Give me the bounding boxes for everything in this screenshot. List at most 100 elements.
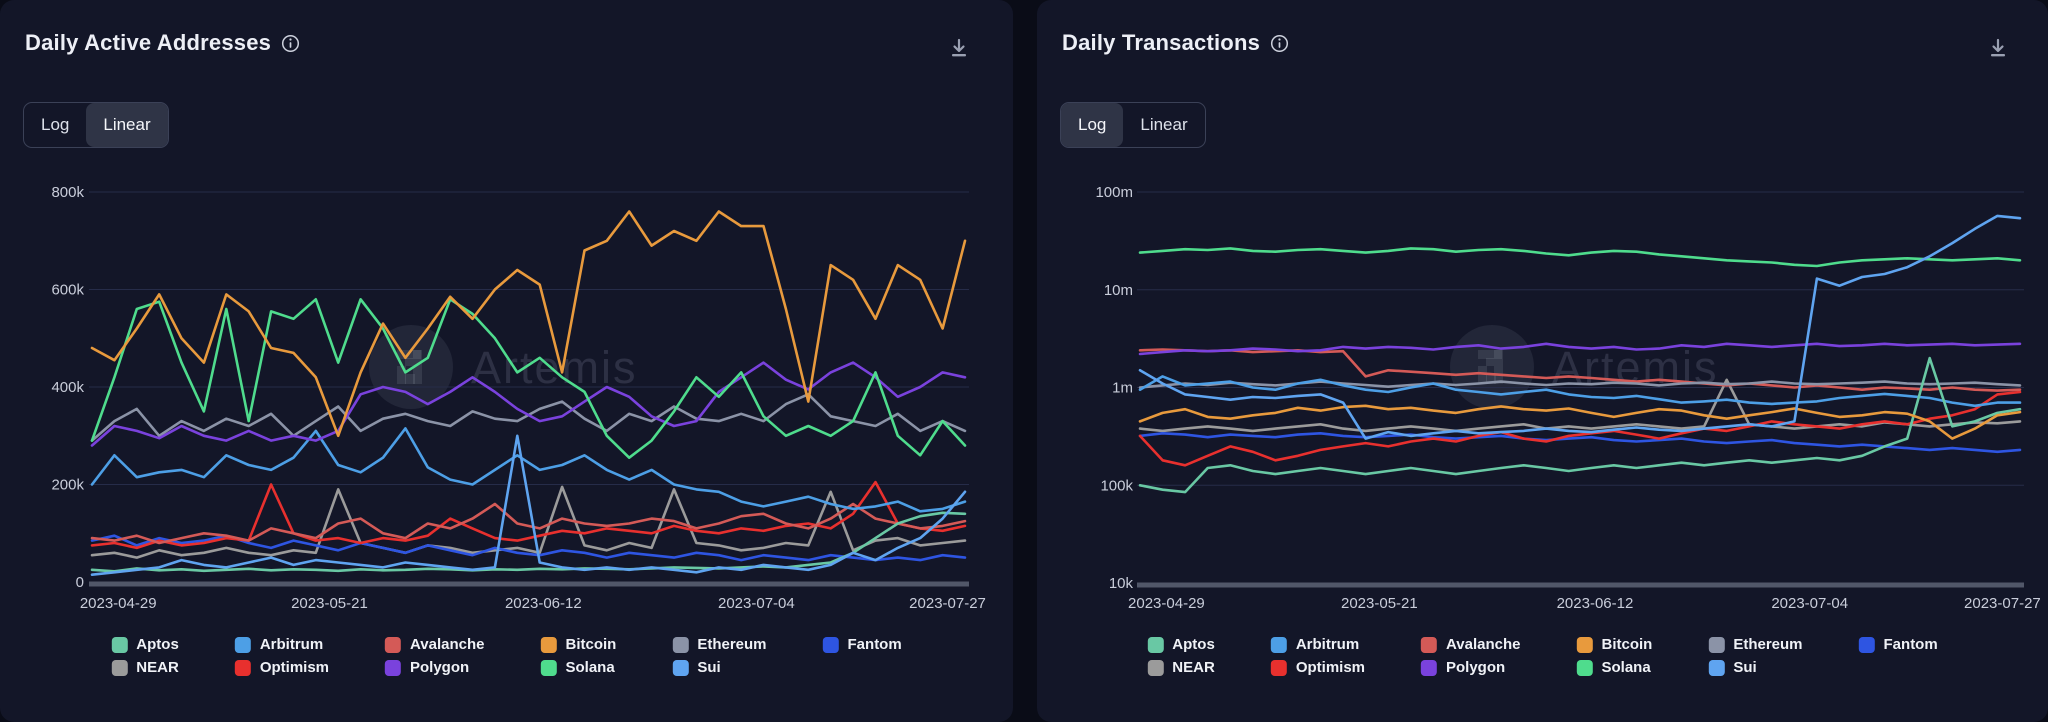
legend-item-solana[interactable]: Solana <box>540 659 616 676</box>
legend-item-fantom[interactable]: Fantom <box>822 636 902 653</box>
series-line-sui <box>90 434 967 577</box>
legend-label: Aptos <box>1172 636 1215 653</box>
log-toggle-button[interactable]: Log <box>1061 103 1124 147</box>
legend-item-aptos[interactable]: Aptos <box>111 636 179 653</box>
x-axis-tick-label: 2023-04-29 <box>1128 595 1205 612</box>
page-title: Daily Transactions <box>1062 30 1261 55</box>
series-line-arbitrum <box>90 427 967 513</box>
legend-item-optimism[interactable]: Optimism <box>234 659 330 676</box>
legend-item-near[interactable]: NEAR <box>111 659 179 676</box>
artemis-pixel-a-logo <box>1486 358 1494 366</box>
legend-swatch <box>234 659 251 676</box>
download-icon[interactable] <box>947 36 971 60</box>
x-axis-tick-label: 2023-07-04 <box>718 595 795 612</box>
series-line-optimism <box>1138 390 2022 467</box>
series-line-bitcoin <box>1138 404 2022 440</box>
artemis-pixel-a-logo <box>405 358 413 366</box>
y-axis-tick-label: 10k <box>1109 575 1134 592</box>
linear-toggle-button[interactable]: Linear <box>86 103 168 147</box>
legend-label: Solana <box>1601 659 1651 676</box>
daily-transactions-panel: Artemis 100m 10m 1m 100k 10k 2023-04-29 2023-05… <box>1037 0 2048 722</box>
legend-item-ethereum[interactable]: Ethereum <box>672 636 767 653</box>
legend-item-sui[interactable]: Sui <box>672 659 766 676</box>
legend-label: Fantom <box>847 636 902 653</box>
legend-swatch <box>385 636 402 653</box>
y-axis-tick-label: 800k <box>51 184 84 201</box>
info-icon[interactable] <box>1270 34 1289 53</box>
series-line-bitcoin <box>90 210 967 438</box>
artemis-pixel-a-logo <box>1478 350 1502 359</box>
legend-swatch <box>234 636 251 653</box>
legend-item-ethereum[interactable]: Ethereum <box>1708 636 1803 653</box>
artemis-pixel-a-logo <box>413 350 422 384</box>
y-axis-tick-label: 100m <box>1095 184 1133 201</box>
daily-active-addresses-panel: Artemis 800k 600k 400k 200k 0 2023-04-29 2023-0… <box>0 0 1013 722</box>
series-line-aptos <box>90 511 967 573</box>
scale-toggle: Log Linear <box>1060 102 1206 148</box>
legend-label: Arbitrum <box>1295 636 1360 653</box>
legend-swatch <box>1708 636 1725 653</box>
y-axis-tick-label: 400k <box>51 379 84 396</box>
download-icon[interactable] <box>1986 36 2010 60</box>
legend-label: Polygon <box>1446 659 1506 676</box>
legend-item-optimism[interactable]: Optimism <box>1270 659 1365 676</box>
series-line-polygon <box>1138 342 2022 356</box>
legend-label: Ethereum <box>1733 636 1803 653</box>
legend-label: Ethereum <box>697 636 767 653</box>
legend-item-solana[interactable]: Solana <box>1576 659 1652 676</box>
artemis-pixel-a-logo <box>405 374 415 384</box>
legend-label: Aptos <box>136 636 179 653</box>
series-line-ethereum <box>1138 380 2022 389</box>
legend-swatch <box>1147 659 1164 676</box>
panel-header: Daily Active Addresses <box>25 30 300 56</box>
legend-item-aptos[interactable]: Aptos <box>1147 636 1215 653</box>
legend-item-polygon[interactable]: Polygon <box>1421 659 1520 676</box>
x-axis-tick-label: 2023-05-21 <box>291 595 368 612</box>
linear-toggle-button[interactable]: Linear <box>1140 115 1188 134</box>
y-axis-tick-label: 200k <box>51 477 84 494</box>
legend-item-avalanche[interactable]: Avalanche <box>1421 636 1520 653</box>
legend-label: Optimism <box>259 659 330 676</box>
legend-label: Bitcoin <box>1601 636 1653 653</box>
legend-item-polygon[interactable]: Polygon <box>385 659 484 676</box>
legend-item-bitcoin[interactable]: Bitcoin <box>540 636 616 653</box>
x-axis-tick-label: 2023-07-27 <box>1964 595 2041 612</box>
legend-item-arbitrum[interactable]: Arbitrum <box>234 636 329 653</box>
legend-item-bitcoin[interactable]: Bitcoin <box>1576 636 1652 653</box>
legend-swatch <box>672 659 689 676</box>
series-line-fantom <box>1138 431 2022 454</box>
x-axis-tick-label: 2023-06-12 <box>1557 595 1634 612</box>
chart-legend: Aptos Arbitrum Avalanche Bitcoin Ethereum Fan… <box>111 636 902 676</box>
info-icon[interactable] <box>281 34 300 53</box>
legend-label: Fantom <box>1883 636 1938 653</box>
legend-item-near[interactable]: NEAR <box>1147 659 1215 676</box>
legend-item-avalanche[interactable]: Avalanche <box>385 636 484 653</box>
legend-label: Bitcoin <box>565 636 617 653</box>
legend-swatch <box>111 636 128 653</box>
chart-legend: Aptos Arbitrum Avalanche Bitcoin Ethereum Fan… <box>1147 636 1938 676</box>
legend-swatch <box>822 636 839 653</box>
y-axis-tick-label: 600k <box>51 282 84 299</box>
legend-swatch <box>1576 659 1593 676</box>
legend-swatch <box>385 659 402 676</box>
legend-item-arbitrum[interactable]: Arbitrum <box>1270 636 1365 653</box>
legend-item-fantom[interactable]: Fantom <box>1858 636 1938 653</box>
legend-label: Arbitrum <box>259 636 324 653</box>
legend-label: NEAR <box>136 659 179 676</box>
legend-label: Sui <box>697 659 721 676</box>
legend-swatch <box>1270 659 1287 676</box>
legend-label: Solana <box>565 659 615 676</box>
series-line-arbitrum <box>1138 375 2022 408</box>
x-axis-tick-label: 2023-05-21 <box>1341 595 1418 612</box>
x-axis-tick-label: 2023-06-12 <box>505 595 582 612</box>
artemis-pixel-a-logo <box>1478 366 1487 384</box>
x-axis-tick-label: 2023-04-29 <box>80 595 157 612</box>
series-line-solana <box>90 297 967 460</box>
legend-swatch <box>1421 659 1438 676</box>
y-axis-tick-label: 0 <box>76 574 84 591</box>
legend-item-sui[interactable]: Sui <box>1708 659 1802 676</box>
panel-header: Daily Transactions <box>1062 30 1289 56</box>
artemis-pixel-a-logo <box>397 366 406 384</box>
legend-swatch <box>1147 636 1164 653</box>
log-toggle-button[interactable]: Log <box>41 115 70 134</box>
